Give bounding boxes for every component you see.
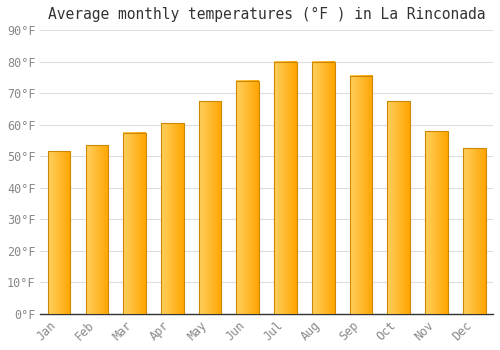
Bar	[236, 80, 259, 314]
Bar	[48, 152, 70, 314]
Bar	[425, 131, 448, 314]
Bar	[86, 145, 108, 314]
Bar	[463, 148, 485, 314]
Bar	[124, 133, 146, 314]
Bar	[199, 101, 222, 314]
Bar	[274, 62, 297, 314]
Bar	[350, 76, 372, 314]
Title: Average monthly temperatures (°F ) in La Rinconada: Average monthly temperatures (°F ) in La…	[48, 7, 486, 22]
Bar	[161, 123, 184, 314]
Bar	[388, 101, 410, 314]
Bar	[312, 62, 334, 314]
